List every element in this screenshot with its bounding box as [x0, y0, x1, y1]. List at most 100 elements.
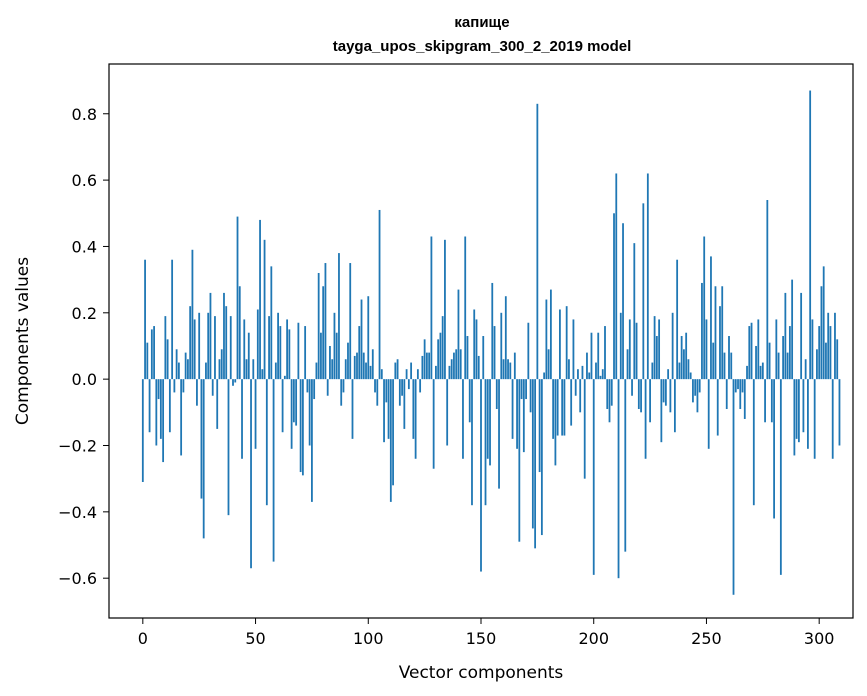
bar-199: [590, 332, 593, 380]
bar-17: [180, 379, 183, 456]
bar-208: [610, 379, 613, 406]
bar-252: [710, 256, 712, 380]
bar-176: [538, 379, 541, 473]
bar-180: [547, 349, 550, 380]
bar-184: [556, 379, 559, 436]
bar-65: [288, 329, 291, 380]
bar-153: [486, 379, 489, 459]
bar-25: [198, 312, 201, 380]
bar-201: [595, 362, 597, 380]
bar-35: [220, 349, 223, 380]
bar-118: [407, 379, 410, 390]
bar-269: [748, 326, 751, 380]
bar-193: [577, 369, 579, 380]
bar-255: [716, 379, 719, 436]
bar-247: [698, 379, 701, 393]
bar-183: [554, 379, 557, 466]
bar-159: [500, 312, 503, 380]
bar-297: [811, 319, 814, 380]
bar-305: [829, 326, 832, 380]
bar-293: [802, 379, 805, 433]
bar-178: [543, 372, 546, 380]
bar-219: [635, 322, 638, 380]
bar-238: [678, 362, 681, 380]
bar-108: [385, 379, 388, 403]
bar-240: [683, 349, 685, 380]
bar-233: [667, 369, 670, 380]
bar-42: [236, 216, 239, 380]
bar-210: [615, 173, 618, 380]
x-tick-label: 50: [245, 629, 265, 648]
bar-58: [272, 379, 275, 562]
bar-224: [646, 173, 649, 380]
bar-113: [396, 359, 399, 380]
bar-174: [534, 379, 537, 549]
bar-75: [311, 379, 313, 502]
bar-215: [626, 349, 629, 380]
bar-272: [755, 345, 757, 380]
bar-284: [782, 336, 785, 380]
bar-4: [150, 329, 153, 380]
bar-306: [831, 379, 834, 459]
bar-229: [658, 319, 661, 380]
bar-231: [662, 379, 665, 403]
bar-203: [599, 375, 602, 380]
bar-125: [423, 339, 426, 380]
bar-282: [777, 352, 780, 380]
bar-59: [274, 362, 277, 380]
bar-163: [509, 362, 512, 380]
bar-235: [671, 312, 674, 380]
bar-122: [416, 369, 419, 380]
bar-300: [818, 326, 821, 380]
bar-129: [432, 379, 435, 469]
bar-12: [168, 379, 171, 433]
bar-60: [277, 312, 279, 380]
bar-292: [800, 292, 803, 380]
bar-19: [184, 352, 187, 380]
bar-158: [498, 379, 500, 489]
bar-185: [559, 309, 561, 380]
bar-13: [171, 259, 174, 380]
bar-164: [511, 379, 514, 439]
bar-29: [207, 312, 210, 380]
bar-99: [365, 362, 367, 380]
bar-20: [187, 359, 189, 380]
bar-161: [504, 296, 507, 380]
bar-236: [673, 379, 676, 433]
bar-302: [822, 266, 825, 380]
bar-79: [320, 332, 322, 380]
bar-44: [241, 379, 243, 459]
bar-187: [563, 379, 566, 436]
bar-273: [757, 319, 760, 380]
bar-77: [315, 362, 318, 380]
bar-85: [333, 312, 336, 380]
bar-160: [502, 359, 505, 380]
bar-228: [655, 336, 658, 380]
bar-147: [473, 309, 476, 380]
bar-102: [371, 349, 374, 380]
bar-254: [714, 286, 717, 380]
bar-192: [574, 379, 577, 396]
bar-182: [552, 379, 555, 439]
bar-55: [265, 379, 268, 506]
bar-295: [807, 379, 809, 449]
bar-14: [173, 379, 176, 393]
bar-285: [784, 292, 787, 380]
bar-301: [820, 286, 823, 380]
bar-2: [146, 342, 149, 380]
bar-100: [367, 296, 370, 380]
bar-146: [471, 379, 473, 506]
bar-89: [342, 379, 345, 393]
bar-232: [664, 379, 667, 406]
bar-162: [507, 359, 509, 380]
bar-15: [175, 349, 178, 380]
bar-250: [705, 319, 708, 380]
bar-39: [229, 316, 232, 380]
bar-127: [428, 352, 431, 380]
bar-121: [414, 379, 417, 459]
bar-97: [360, 299, 363, 380]
bar-71: [301, 379, 304, 476]
bar-264: [737, 379, 739, 390]
bar-128: [430, 236, 433, 380]
